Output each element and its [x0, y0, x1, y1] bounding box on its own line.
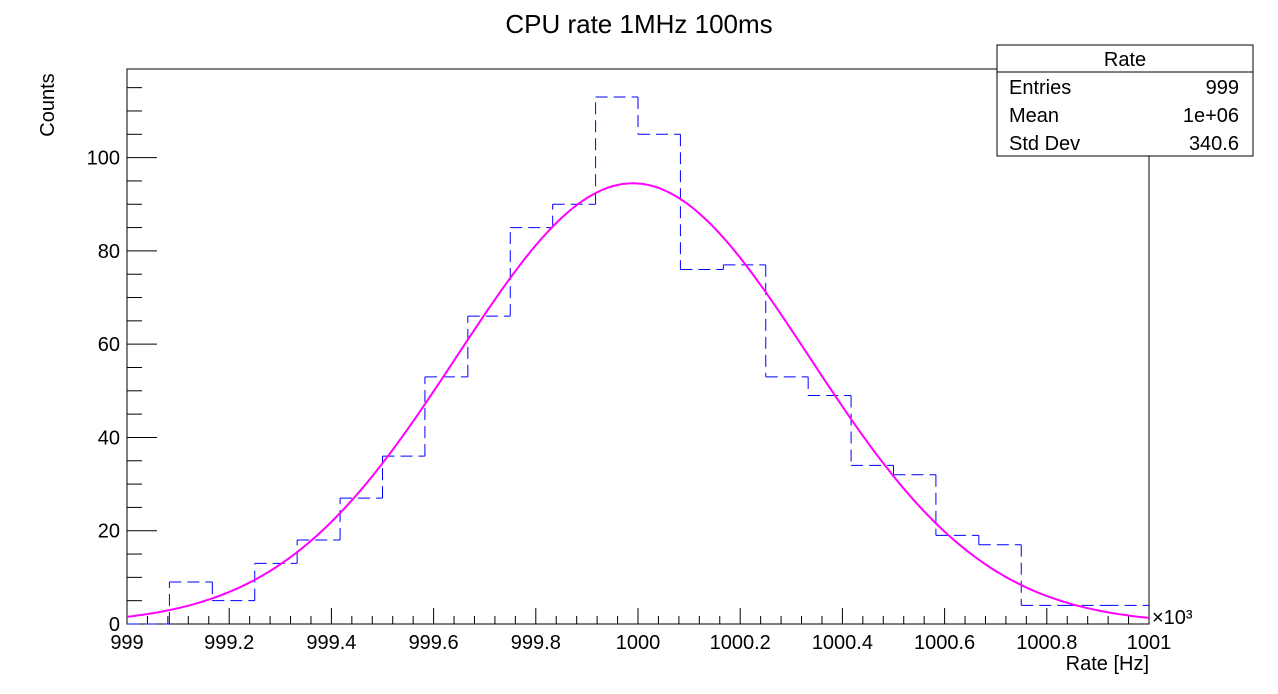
stats-value-mean: 1e+06	[1183, 105, 1239, 127]
stats-label-stddev: Std Dev	[1009, 133, 1080, 155]
y-tick-label: 20	[98, 521, 120, 543]
y-tick-label: 60	[98, 334, 120, 356]
x-tick-label: 999.4	[306, 632, 356, 654]
x-tick-label: 1000.4	[812, 632, 873, 654]
stats-label-mean: Mean	[1009, 105, 1059, 127]
x-tick-label: 999.8	[511, 632, 561, 654]
histogram-series	[127, 96, 1149, 625]
plot-frame	[126, 68, 1150, 625]
x-tick-label: 999.2	[204, 632, 254, 654]
y-axis-title: Counts	[37, 73, 59, 136]
y-axis: 0 20 40 60 80 100	[87, 87, 157, 636]
x-axis-multiplier: ×10³	[1152, 607, 1193, 629]
y-tick-label: 80	[98, 241, 120, 263]
fit-series	[126, 182, 1150, 619]
x-tick-label: 1000.8	[1016, 632, 1077, 654]
x-axis-title: Rate [Hz]	[1066, 653, 1149, 675]
y-tick-label: 0	[109, 614, 120, 636]
chart-title: CPU rate 1MHz 100ms	[505, 9, 772, 39]
stats-label-entries: Entries	[1009, 77, 1071, 99]
y-tick-label: 40	[98, 427, 120, 449]
x-tick-label: 999	[110, 632, 143, 654]
stats-box-title: Rate	[1104, 49, 1146, 71]
stats-value-stddev: 340.6	[1189, 133, 1239, 155]
gaussian-fit-line	[126, 182, 1150, 619]
stats-box-frame	[996, 44, 1254, 157]
x-tick-label: 1000.2	[710, 632, 771, 654]
y-tick-label: 100	[87, 148, 120, 170]
x-tick-label: 1000.6	[914, 632, 975, 654]
x-axis: 999 999.2 999.4 999.6 999.8 1000 1000.2 1000.4 1…	[110, 608, 1171, 654]
x-tick-label: 999.6	[409, 632, 459, 654]
stats-box: Rate Entries 999 Mean 1e+06 Std Dev 340.…	[996, 44, 1254, 157]
x-tick-label: 1000	[616, 632, 661, 654]
x-tick-label: 1001	[1127, 632, 1172, 654]
stats-value-entries: 999	[1206, 77, 1239, 99]
